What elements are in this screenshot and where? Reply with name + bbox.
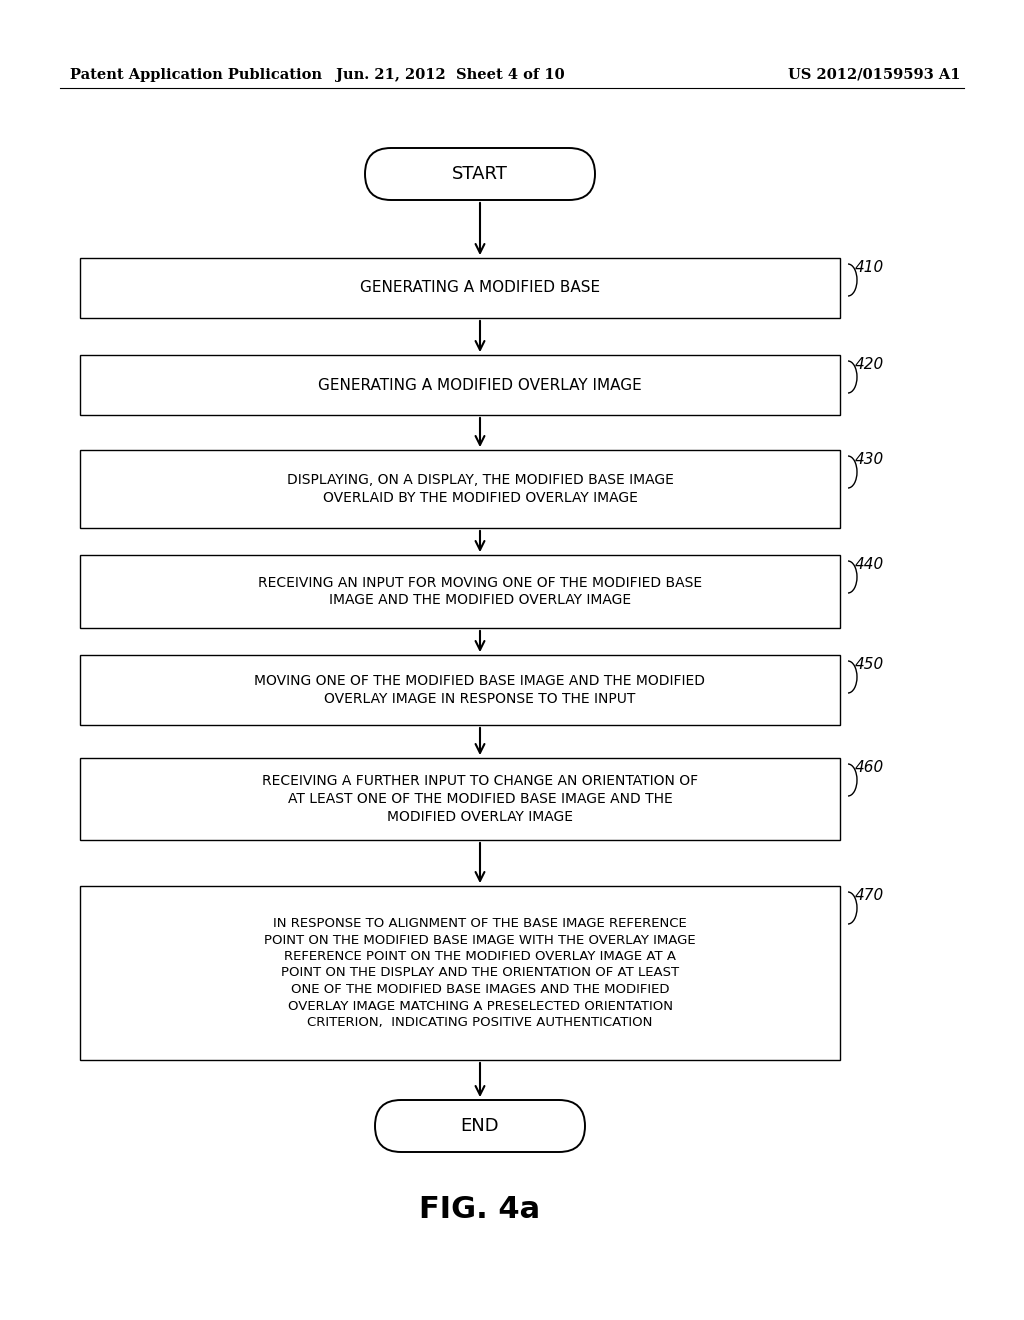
FancyBboxPatch shape (365, 148, 595, 201)
Text: Jun. 21, 2012  Sheet 4 of 10: Jun. 21, 2012 Sheet 4 of 10 (336, 69, 564, 82)
Bar (80, 758, 840, 840)
Text: DISPLAYING, ON A DISPLAY, THE MODIFIED BASE IMAGE
OVERLAID BY THE MODIFIED OVERL: DISPLAYING, ON A DISPLAY, THE MODIFIED B… (287, 473, 674, 506)
Text: 470: 470 (855, 888, 885, 903)
Text: Patent Application Publication: Patent Application Publication (70, 69, 322, 82)
Text: FIG. 4a: FIG. 4a (420, 1196, 541, 1225)
Text: GENERATING A MODIFIED OVERLAY IMAGE: GENERATING A MODIFIED OVERLAY IMAGE (318, 378, 642, 392)
Text: 450: 450 (855, 657, 885, 672)
Text: RECEIVING A FURTHER INPUT TO CHANGE AN ORIENTATION OF
AT LEAST ONE OF THE MODIFI: RECEIVING A FURTHER INPUT TO CHANGE AN O… (262, 774, 698, 824)
Bar (80, 450, 840, 528)
Bar (80, 554, 840, 628)
Bar (80, 257, 840, 318)
Bar (80, 886, 840, 1060)
Text: GENERATING A MODIFIED BASE: GENERATING A MODIFIED BASE (360, 281, 600, 296)
Text: 430: 430 (855, 451, 885, 467)
Text: RECEIVING AN INPUT FOR MOVING ONE OF THE MODIFIED BASE
IMAGE AND THE MODIFIED OV: RECEIVING AN INPUT FOR MOVING ONE OF THE… (258, 576, 702, 607)
Text: IN RESPONSE TO ALIGNMENT OF THE BASE IMAGE REFERENCE
POINT ON THE MODIFIED BASE : IN RESPONSE TO ALIGNMENT OF THE BASE IMA… (264, 917, 696, 1030)
Text: START: START (452, 165, 508, 183)
Text: MOVING ONE OF THE MODIFIED BASE IMAGE AND THE MODIFIED
OVERLAY IMAGE IN RESPONSE: MOVING ONE OF THE MODIFIED BASE IMAGE AN… (255, 675, 706, 706)
Bar (80, 355, 840, 414)
Text: 460: 460 (855, 760, 885, 775)
FancyBboxPatch shape (375, 1100, 585, 1152)
Text: 420: 420 (855, 356, 885, 372)
Text: END: END (461, 1117, 500, 1135)
Bar (80, 655, 840, 725)
Text: 410: 410 (855, 260, 885, 275)
Text: 440: 440 (855, 557, 885, 572)
Text: US 2012/0159593 A1: US 2012/0159593 A1 (787, 69, 961, 82)
